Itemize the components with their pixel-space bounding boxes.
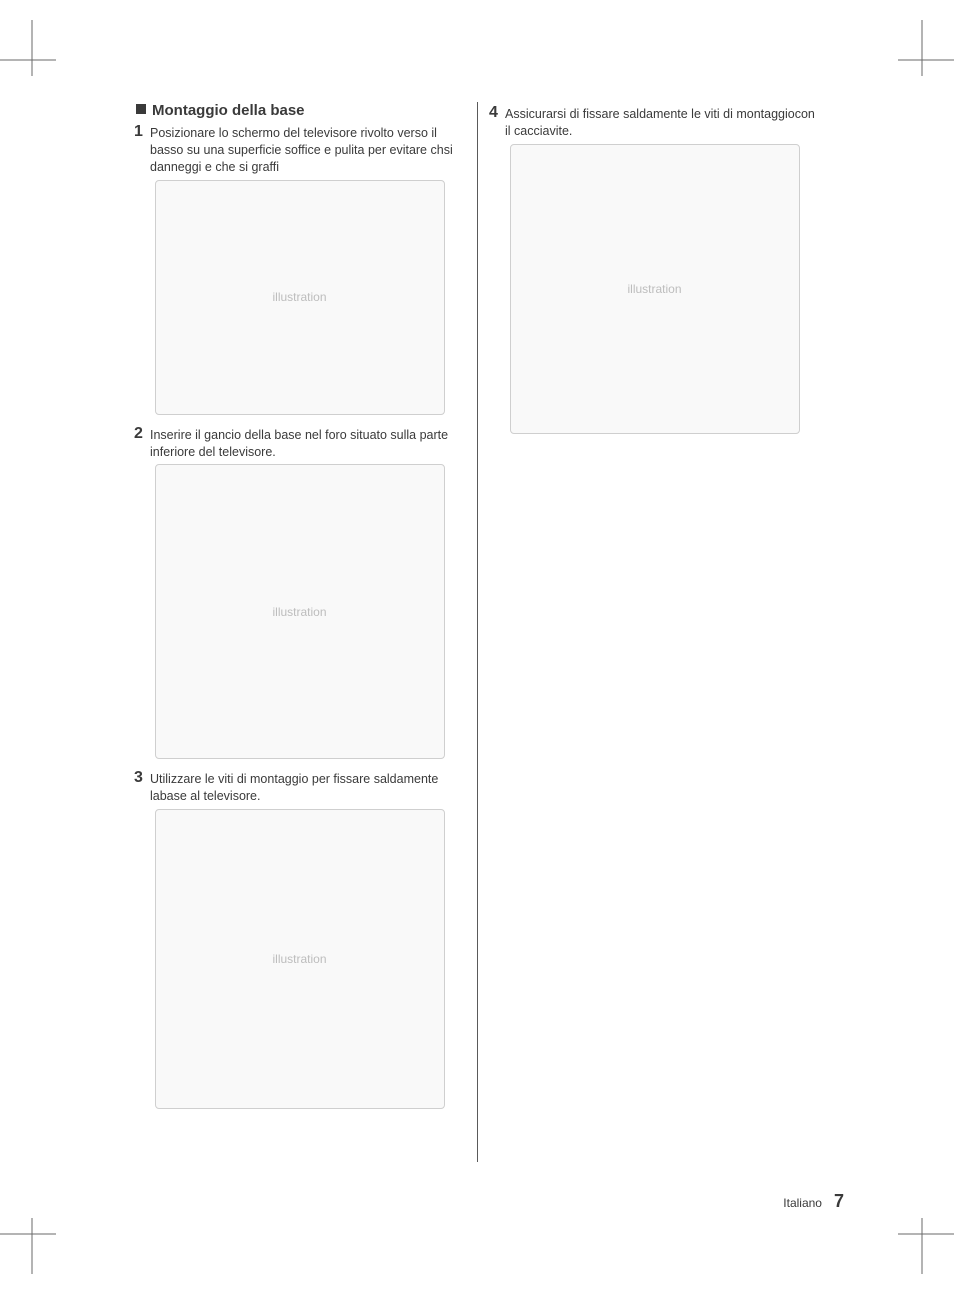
figure-4: illustration [510, 144, 800, 434]
figure-2-wrap: illustration [132, 462, 467, 769]
step-1: 1 Posizionare lo schermo del televisore … [134, 123, 467, 176]
figure-1: illustration [155, 180, 445, 415]
step-1-number: 1 [134, 123, 150, 176]
figure-2: illustration [155, 464, 445, 759]
column-divider [477, 102, 478, 1162]
step-2-text: Inserire il gancio della base nel foro s… [150, 425, 467, 461]
footer-language: Italiano [783, 1196, 822, 1210]
step-3-number: 3 [134, 769, 150, 805]
step-2-number: 2 [134, 425, 150, 461]
figure-3-wrap: illustration [132, 807, 467, 1119]
step-1-text: Posizionare lo schermo del televisore ri… [150, 123, 467, 176]
figure-4-wrap: illustration [487, 142, 822, 444]
step-4-text: Assicurarsi di fissare saldamente le vit… [505, 104, 822, 140]
step-2: 2 Inserire il gancio della base nel foro… [134, 425, 467, 461]
section-title: Montaggio della base [136, 102, 467, 119]
step-3: 3 Utilizzare le viti di montaggio per fi… [134, 769, 467, 805]
step-4-number: 4 [489, 104, 505, 140]
square-bullet-icon [136, 104, 146, 114]
crop-mark-bottom-left [0, 1218, 80, 1274]
left-column: Montaggio della base 1 Posizionare lo sc… [122, 102, 477, 1162]
right-column: 4 Assicurarsi di fissare saldamente le v… [477, 102, 832, 1162]
page: Montaggio della base 1 Posizionare lo sc… [0, 0, 954, 1294]
figure-1-wrap: illustration [132, 178, 467, 425]
crop-mark-top-left [0, 20, 80, 76]
step-3-text: Utilizzare le viti di montaggio per fiss… [150, 769, 467, 805]
crop-mark-top-right [874, 20, 954, 76]
crop-mark-bottom-right [874, 1218, 954, 1274]
figure-3: illustration [155, 809, 445, 1109]
page-footer: Italiano 7 [783, 1191, 844, 1212]
step-4: 4 Assicurarsi di fissare saldamente le v… [489, 104, 822, 140]
footer-page-number: 7 [834, 1191, 844, 1212]
section-title-text: Montaggio della base [152, 102, 305, 119]
content-area: Montaggio della base 1 Posizionare lo sc… [122, 102, 832, 1162]
